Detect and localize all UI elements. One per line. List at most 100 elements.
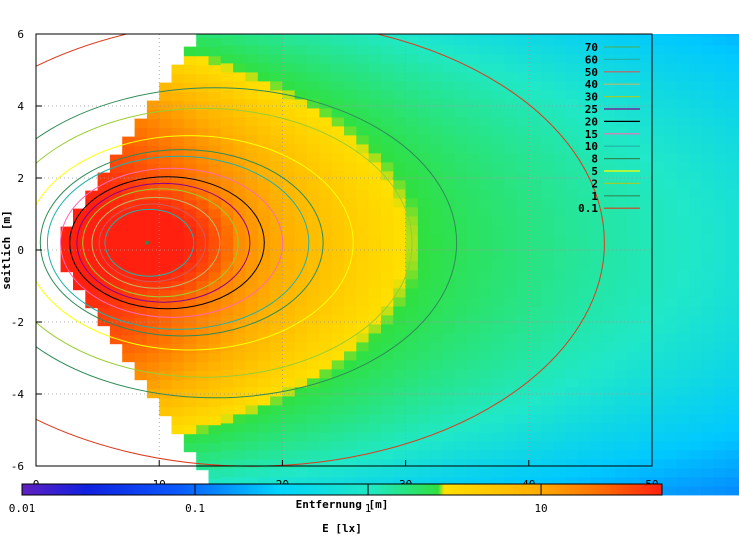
heat-cell [405, 269, 419, 280]
heat-cell [528, 278, 542, 289]
heat-cell [516, 368, 530, 379]
heat-cell [122, 136, 136, 147]
heat-cell [319, 431, 333, 442]
heat-cell [208, 271, 222, 282]
heat-cell [479, 62, 493, 73]
heat-cell [282, 350, 296, 361]
heat-cell [664, 161, 678, 172]
heat-cell [590, 350, 604, 361]
heat-cell [307, 377, 320, 388]
heat-cell [442, 98, 456, 109]
heat-cell [307, 395, 320, 406]
heat-cell [689, 71, 702, 82]
heat-cell [122, 163, 136, 174]
heat-cell [565, 107, 579, 118]
heat-cell [565, 350, 579, 361]
heat-cell [639, 422, 653, 433]
heat-cell [257, 71, 271, 82]
heat-cell [516, 467, 530, 478]
heat-cell [689, 332, 702, 343]
heat-cell [344, 188, 357, 199]
heat-cell [282, 323, 296, 334]
heat-cell [196, 82, 210, 93]
heat-cell [528, 449, 542, 460]
heat-cell [479, 287, 493, 298]
heat-cell [602, 143, 616, 154]
heat-cell [602, 332, 616, 343]
heat-cell [331, 305, 345, 316]
heat-cell [442, 125, 456, 136]
heat-cell [196, 370, 210, 381]
heat-cell [689, 323, 702, 334]
heat-cell [282, 440, 296, 451]
heat-cell [590, 467, 604, 478]
heat-cell [245, 350, 259, 361]
heat-cell [701, 161, 715, 172]
heat-cell [689, 314, 702, 325]
heat-cell [356, 215, 370, 226]
heat-cell [134, 271, 148, 282]
heat-cell [146, 217, 160, 228]
heat-cell [516, 341, 530, 352]
heat-cell [713, 296, 727, 307]
heat-cell [528, 71, 542, 82]
heat-cell [171, 352, 185, 363]
heat-cell [504, 458, 518, 469]
heat-cell [528, 206, 542, 217]
heat-cell [122, 253, 136, 264]
heat-cell [676, 269, 690, 280]
heat-cell [430, 170, 444, 181]
heat-cell [565, 476, 579, 487]
heat-cell [602, 89, 616, 100]
heat-cell [602, 413, 616, 424]
heat-cell [725, 467, 739, 478]
heat-cell [627, 197, 641, 208]
heat-cell [381, 350, 394, 361]
heat-cell [171, 100, 185, 111]
heat-cell [417, 53, 431, 64]
heat-cell [725, 377, 739, 388]
heat-cell [122, 316, 136, 327]
heat-cell [393, 170, 407, 181]
heat-cell [516, 440, 530, 451]
heat-cell [405, 422, 419, 433]
heat-cell [652, 188, 665, 199]
heat-cell [615, 62, 628, 73]
heat-cell [381, 161, 394, 172]
heat-cell [578, 44, 591, 55]
heat-cell [639, 386, 653, 397]
heat-cell [245, 53, 259, 64]
heat-cell [196, 127, 210, 138]
heat-cell [405, 152, 419, 163]
heat-cell [245, 18, 258, 28]
heat-cell [393, 233, 407, 244]
heat-cell [183, 424, 197, 435]
heat-cell [356, 395, 370, 406]
heat-cell [319, 332, 333, 343]
heat-cell [553, 170, 567, 181]
heat-cell [553, 125, 567, 136]
heat-cell [528, 44, 542, 55]
heat-cell [183, 280, 197, 291]
heat-cell [676, 89, 690, 100]
heat-cell [442, 233, 456, 244]
heat-cell [491, 440, 505, 451]
heat-cell [344, 377, 357, 388]
heat-cell [233, 413, 246, 424]
heat-cell [689, 296, 702, 307]
heat-cell [344, 9, 357, 19]
heat-cell [689, 404, 702, 415]
heat-cell [393, 413, 407, 424]
heat-cell [565, 161, 579, 172]
heat-cell [356, 422, 370, 433]
heat-cell [491, 143, 505, 154]
heat-cell [689, 305, 702, 316]
heat-cell [233, 35, 246, 46]
heat-cell [122, 154, 136, 165]
heat-cell [516, 251, 530, 262]
heat-cell [528, 242, 542, 253]
heat-cell [652, 377, 665, 388]
heat-cell [553, 179, 567, 190]
colorbar-label: E [lx] [322, 522, 362, 535]
heat-cell [528, 368, 542, 379]
